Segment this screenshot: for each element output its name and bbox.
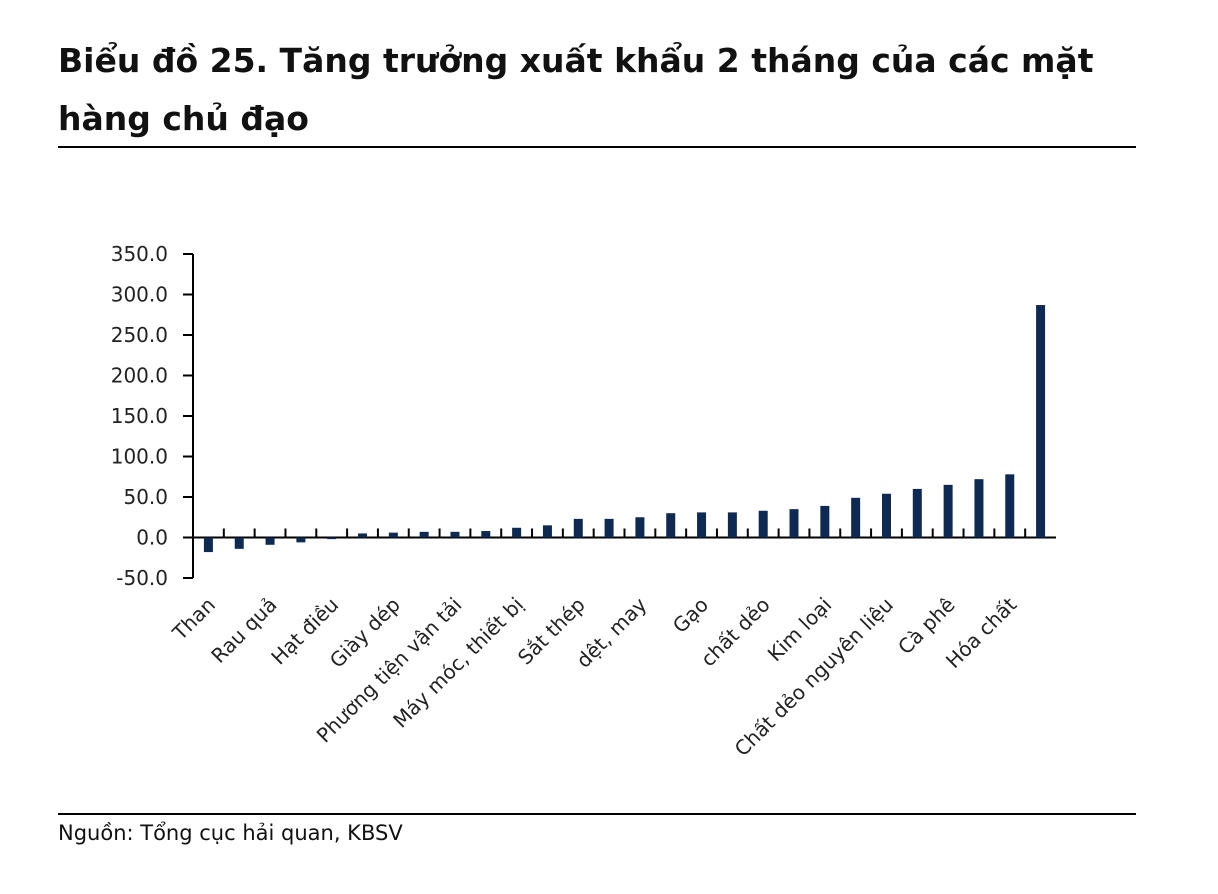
bar (758, 510, 768, 538)
bar (481, 531, 491, 538)
bar (573, 518, 583, 538)
bar (265, 537, 275, 545)
bar (512, 527, 522, 538)
bar (789, 509, 799, 538)
x-tick-label: Gạo (668, 593, 713, 638)
bar (419, 531, 429, 538)
x-axis (193, 528, 1056, 539)
bar (851, 497, 861, 538)
y-tick-label: 0.0 (136, 526, 168, 550)
y-tick-label: 150.0 (111, 404, 168, 428)
y-axis: -50.0 0.0 50.0 100.0 150.0 200.0 250.0 300.0 350… (111, 242, 194, 590)
y-tick-label: 250.0 (111, 323, 168, 347)
chart-title: Biểu đồ 25. Tăng trưởng xuất khẩu 2 thán… (58, 41, 1094, 138)
x-tick-label: Than (167, 593, 220, 646)
bar (327, 537, 337, 540)
source-divider (58, 813, 1136, 815)
bar (1036, 305, 1046, 538)
bar (388, 532, 398, 538)
bar (974, 479, 984, 538)
bar (542, 525, 552, 538)
bar (296, 537, 306, 543)
bar (666, 513, 676, 538)
title-divider (58, 146, 1136, 148)
y-tick-label: 100.0 (111, 445, 168, 469)
y-tick-label: -50.0 (116, 566, 168, 590)
bar (604, 518, 614, 538)
bar (943, 484, 953, 538)
y-tick-label: 50.0 (123, 485, 168, 509)
bar (820, 505, 830, 538)
bar (1005, 474, 1015, 538)
y-tick-label: 200.0 (111, 364, 168, 388)
bar (697, 512, 707, 538)
bar (727, 512, 737, 538)
y-tick-label: 300.0 (111, 283, 168, 307)
bar (358, 533, 368, 538)
bar (234, 537, 244, 549)
bars (203, 305, 1046, 553)
bar (635, 517, 645, 538)
bar (912, 488, 922, 538)
bar (450, 531, 460, 538)
y-tick-label: 350.0 (111, 242, 168, 266)
bar (203, 537, 213, 553)
bar (881, 493, 891, 538)
source-note: Nguồn: Tổng cục hải quan, KBSV (58, 821, 403, 845)
